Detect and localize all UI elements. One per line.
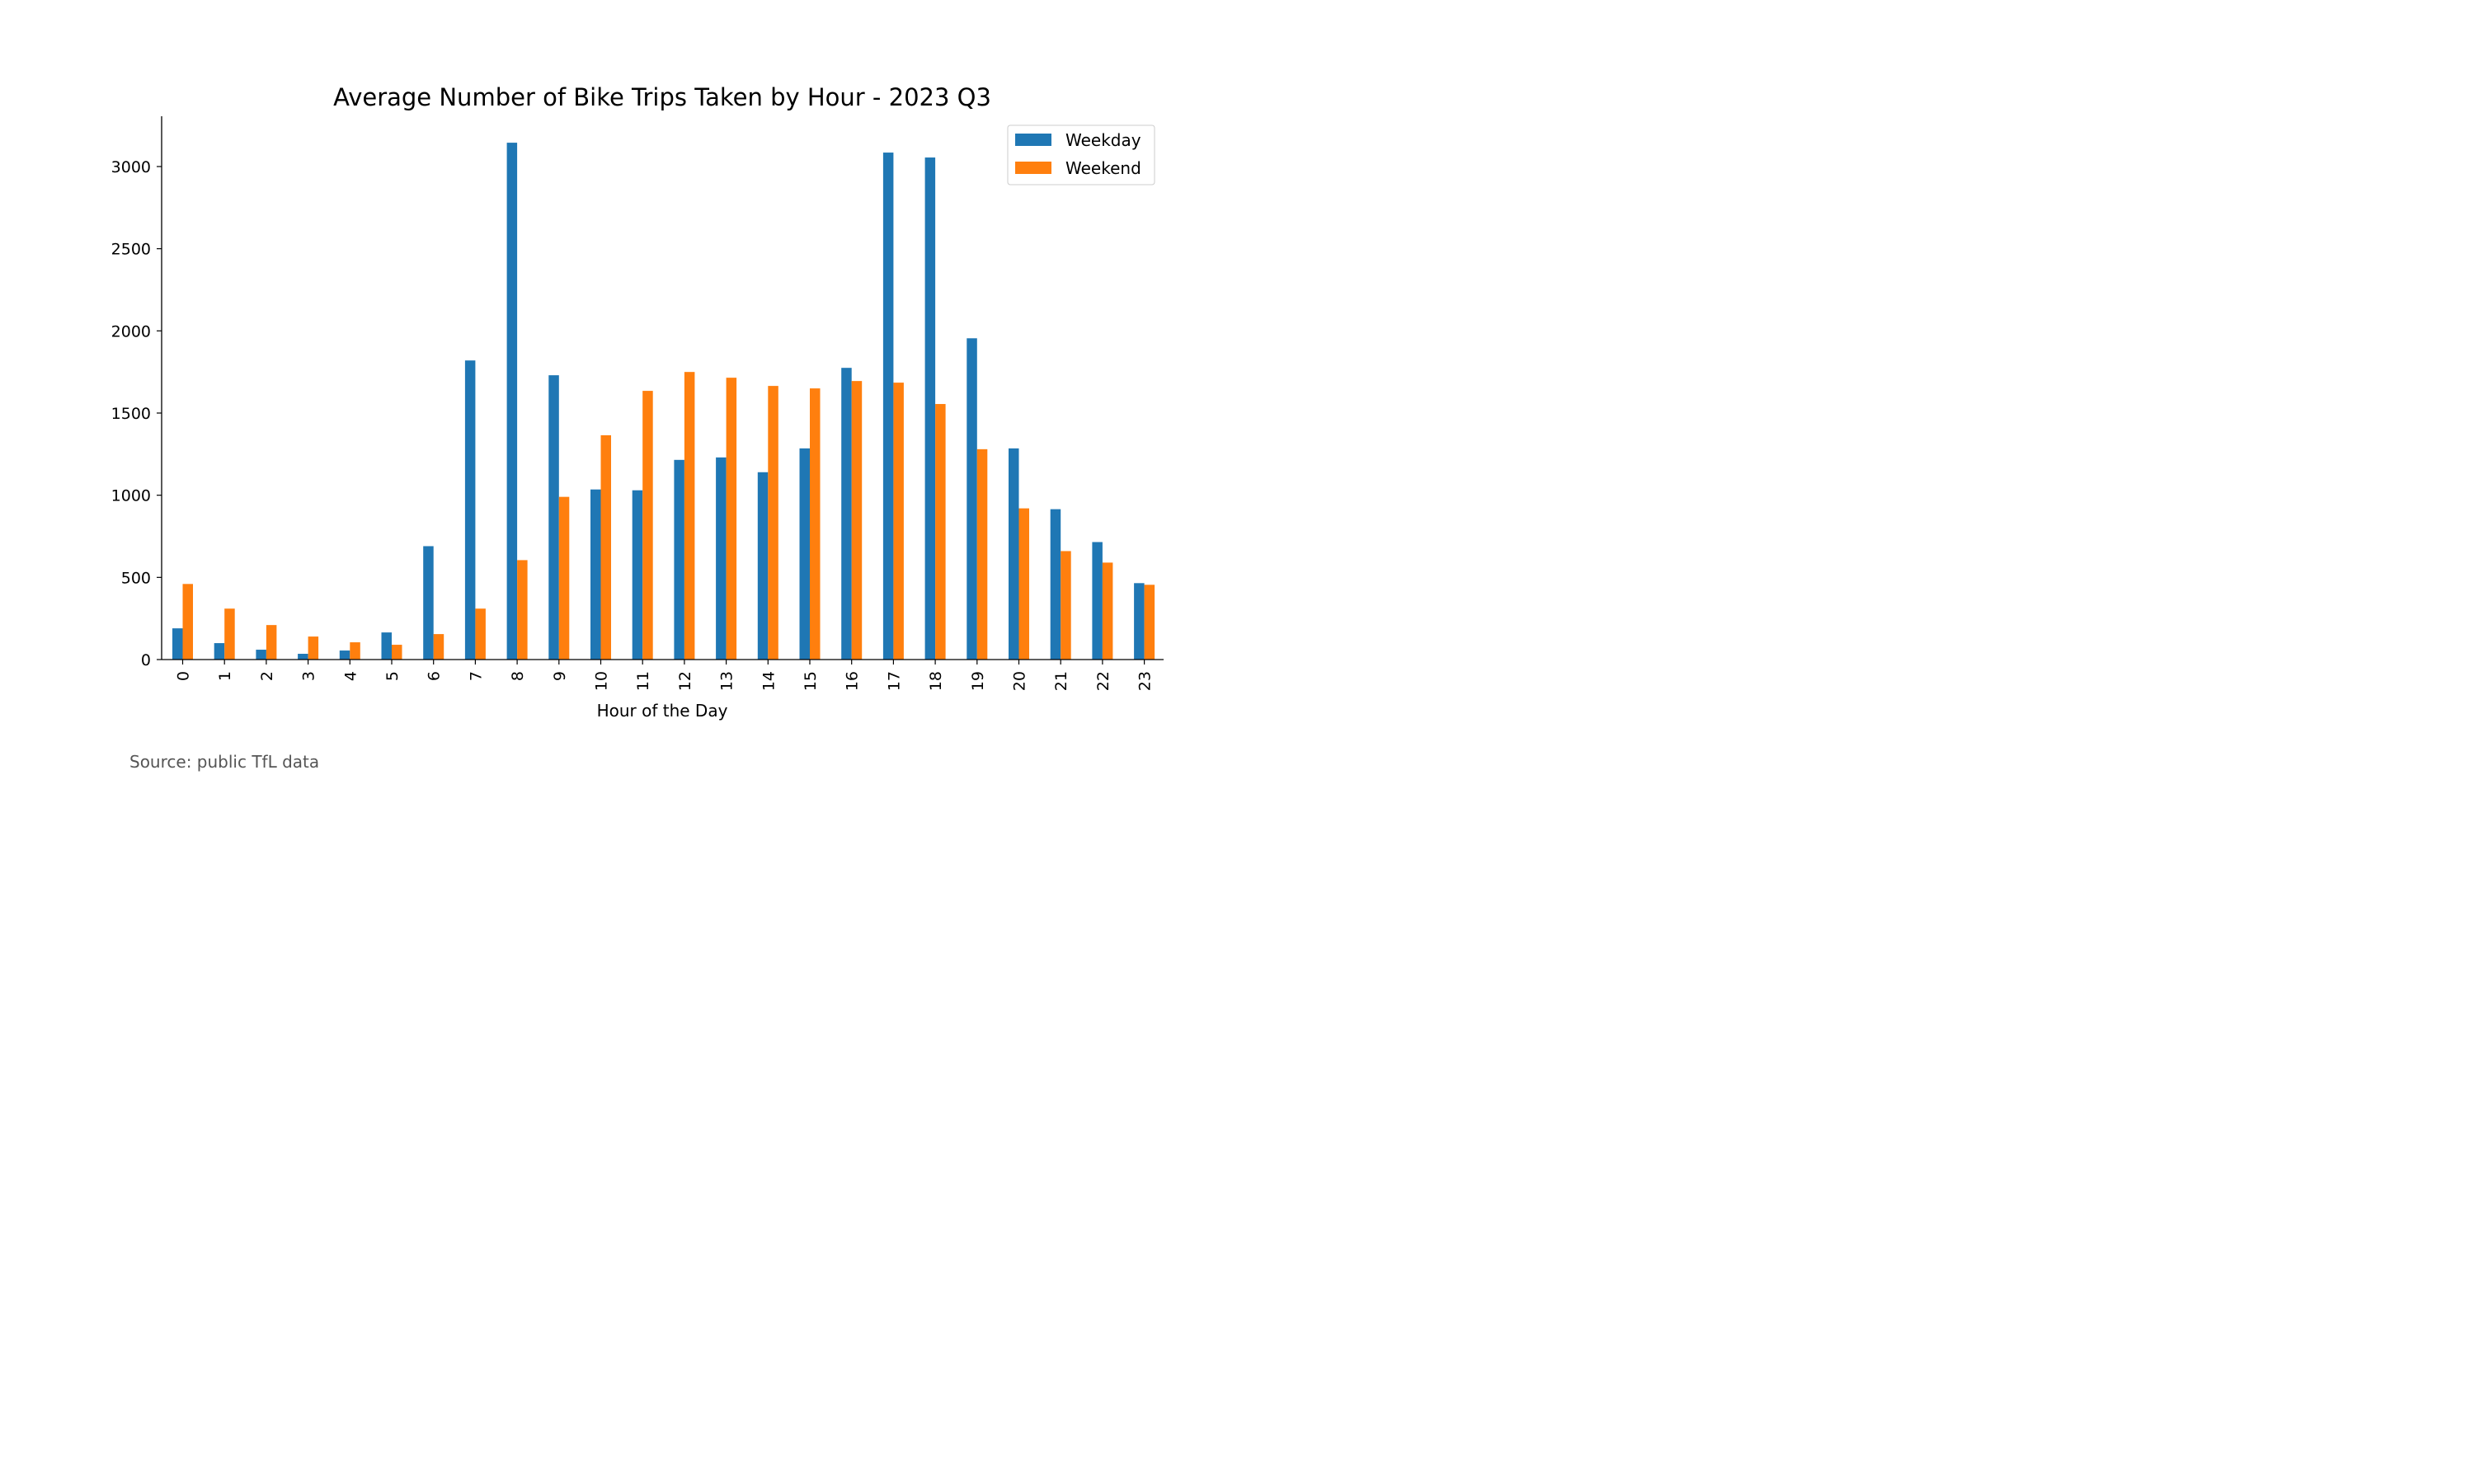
x-tick-label-14: 14 [760,671,778,691]
chart-container: Average Number of Bike Trips Taken by Ho… [0,0,1286,783]
x-axis-title: Hour of the Day [597,701,728,721]
bar-weekend-hour-7 [475,608,486,660]
x-tick-label-8: 8 [509,671,527,681]
y-tick-label-1000: 1000 [111,487,151,505]
bar-weekend-hour-14 [768,386,778,660]
bar-weekday-hour-22 [1092,542,1103,660]
x-tick-label-10: 10 [593,671,611,691]
bar-weekday-hour-9 [548,375,559,660]
x-tick-label-4: 4 [341,671,360,681]
bar-chart: Average Number of Bike Trips Taken by Ho… [111,83,1164,772]
bar-weekend-hour-16 [851,381,863,660]
x-tick-label-7: 7 [467,671,485,681]
bar-weekday-hour-7 [464,360,476,660]
x-tick-label-1: 1 [216,671,234,681]
x-tick-label-11: 11 [634,671,652,691]
bar-weekday-hour-20 [1009,448,1019,660]
bar-weekend-hour-19 [976,448,988,660]
x-tick-label-23: 23 [1136,671,1155,691]
bar-weekend-hour-23 [1144,585,1155,660]
bar-weekend-hour-6 [433,634,444,660]
x-tick-label-21: 21 [1052,671,1070,691]
x-tick-label-18: 18 [927,671,945,691]
bar-weekend-hour-4 [350,642,360,660]
bar-weekend-hour-2 [266,625,277,660]
bar-weekend-hour-0 [182,584,193,660]
y-ticks-group: 0 500 1000 1500 2000 2500 3000 [111,158,162,669]
x-tick-label-6: 6 [426,671,444,681]
bar-weekend-hour-20 [1018,508,1029,660]
x-tick-label-2: 2 [258,671,276,681]
x-tick-label-15: 15 [802,671,820,691]
legend-swatch-weekday [1015,134,1051,146]
y-tick-label-2000: 2000 [111,322,151,340]
y-tick-label-0: 0 [141,651,151,669]
x-tick-label-0: 0 [175,671,193,681]
x-tick-label-22: 22 [1094,671,1112,691]
bar-weekday-hour-8 [506,143,518,660]
bar-weekend-hour-22 [1102,562,1113,660]
bar-weekday-hour-1 [214,643,225,660]
x-tick-label-13: 13 [718,671,736,691]
bar-weekday-hour-12 [674,459,684,660]
bar-weekend-hour-1 [224,608,235,660]
bar-weekend-hour-8 [517,560,528,660]
bar-weekday-hour-17 [882,153,894,660]
x-tick-label-9: 9 [551,671,569,681]
bar-weekend-hour-15 [810,388,821,660]
bar-weekend-hour-13 [726,378,737,660]
bar-weekend-hour-17 [893,383,904,660]
bar-weekend-hour-12 [684,372,695,660]
bar-weekend-hour-5 [392,645,402,660]
x-tick-label-19: 19 [969,671,987,691]
bar-weekday-hour-21 [1050,509,1061,660]
y-tick-label-2500: 2500 [111,241,151,259]
bar-weekend-hour-11 [642,391,653,660]
bar-weekend-hour-3 [308,636,319,660]
x-tick-label-17: 17 [885,671,903,691]
bar-weekday-hour-14 [757,472,769,660]
x-ticks-group: 0 1 2 3 4 5 6 7 8 9 10 11 12 13 14 15 16 17 18 19 20 21 22 23 [175,660,1155,691]
x-tick-label-16: 16 [844,671,862,691]
source-note: Source: public TfL data [129,752,319,772]
bar-weekday-hour-0 [172,628,183,660]
bar-weekend-hour-10 [600,434,611,660]
y-tick-label-3000: 3000 [111,158,151,176]
legend-label-weekday: Weekday [1065,130,1141,150]
y-tick-label-500: 500 [121,569,151,587]
bar-weekend-hour-18 [935,404,946,660]
y-tick-label-1500: 1500 [111,405,151,423]
bar-weekday-hour-2 [256,650,266,660]
x-tick-label-20: 20 [1011,671,1029,691]
legend: Weekday Weekend [1007,124,1155,186]
bar-weekday-hour-18 [924,157,936,660]
bar-weekday-hour-19 [967,338,977,660]
x-tick-label-3: 3 [300,671,318,681]
bar-weekday-hour-5 [381,632,392,660]
bar-weekday-hour-4 [339,650,350,660]
chart-title: Average Number of Bike Trips Taken by Ho… [333,83,991,111]
bar-weekend-hour-9 [558,496,570,660]
bar-weekday-hour-13 [716,457,727,660]
bars-group [172,143,1155,660]
legend-swatch-weekend [1015,162,1051,174]
x-tick-label-5: 5 [383,671,402,681]
bar-weekday-hour-11 [632,490,643,660]
bar-weekend-hour-21 [1061,551,1071,660]
bar-weekday-hour-15 [799,448,810,660]
bar-weekday-hour-3 [298,654,308,660]
x-tick-label-12: 12 [676,671,694,691]
legend-label-weekend: Weekend [1065,158,1141,178]
bar-weekday-hour-16 [841,368,852,660]
bar-weekday-hour-10 [590,489,601,660]
bar-weekday-hour-23 [1134,583,1145,660]
bar-weekday-hour-6 [423,546,434,660]
